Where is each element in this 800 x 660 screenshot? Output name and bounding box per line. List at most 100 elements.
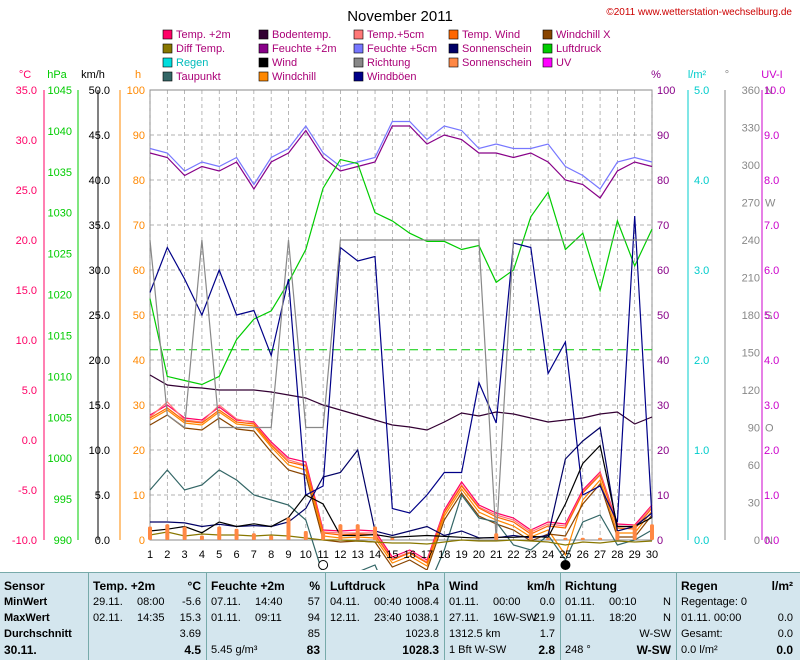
wind-tick-label: 30.0 [89, 265, 110, 277]
bar-mark [338, 524, 343, 540]
cell-time: 14:35 [137, 612, 165, 624]
direction-tick-label: 360 [742, 85, 760, 97]
temp-row: 29.11. 08:00 -5.6 [93, 595, 201, 610]
humidity-tick-label: 40 [657, 355, 669, 367]
rain-row: Regentage: 0 [681, 595, 793, 610]
legend-label: Sonnenschein [462, 43, 532, 55]
series-line [149, 409, 653, 567]
wind-tick-label: 25.0 [89, 310, 110, 322]
bar-mark [321, 531, 326, 540]
temp-tick-label: -5.0 [18, 485, 37, 497]
wind-row: 27.11. 16W-SW 21.9 [449, 611, 555, 626]
humidity-tick-label: 90 [657, 130, 669, 142]
uv-tick-label: 8.0 [764, 175, 779, 187]
uv-tick-label: 0.0 [764, 535, 779, 547]
bar-mark [373, 526, 378, 540]
bar-mark [563, 537, 568, 540]
temp-header-label: Temp. +2m [93, 579, 156, 593]
legend-swatch [162, 43, 173, 54]
cell-value: N [663, 612, 671, 624]
summary-table: Sensor MinWert MaxWert Durchschnitt 30.1… [0, 572, 800, 660]
legend-label: Taupunkt [176, 71, 221, 83]
direction-tick-label: 60 [748, 460, 760, 472]
x-tick-label: 6 [233, 549, 239, 561]
cell-time: 16W-SW [493, 612, 537, 624]
wind-tick-label: 5.0 [95, 490, 110, 502]
x-tick-label: 4 [199, 549, 205, 561]
bar-mark [615, 531, 620, 540]
x-tick-label: 15 [386, 549, 398, 561]
cell-value: W-SW [639, 628, 671, 640]
rain-tick-label: 0.0 [694, 535, 709, 547]
temp-tick-label: 35.0 [16, 85, 37, 97]
temp-tick-label: 10.0 [16, 335, 37, 347]
sun-tick-label: 40 [133, 355, 145, 367]
rain-tick-label: 1.0 [694, 445, 709, 457]
bar-mark [632, 524, 637, 540]
uv-tick-label: 10.0 [764, 85, 785, 97]
humidity-column: Feuchte +2m% 07.11. 14:40 57 01.11. 09:11 94 85… [206, 573, 324, 660]
direction-tick-label: 270 [742, 198, 760, 210]
pressure-tick-label: 1010 [48, 371, 72, 383]
humidity-tick-label: 70 [657, 220, 669, 232]
legend-swatch [448, 29, 459, 40]
pressure-column: Luftdruck hPa 04.11. 00:40 1008.4 12.11. 23:40… [325, 573, 443, 660]
bar-mark [355, 524, 360, 540]
series-line [149, 239, 652, 541]
sun-tick-label: 0 [139, 535, 145, 547]
cell-date: 04.11. [330, 596, 360, 608]
x-tick-label: 20 [473, 549, 485, 561]
legend-label: Temp. Wind [462, 29, 520, 41]
direction-row: 01.11. 18:20 N [565, 611, 671, 626]
uv-tick-label: 4.0 [764, 355, 779, 367]
bar-mark [269, 535, 274, 540]
sun-tick-label: 70 [133, 220, 145, 232]
pressure-header-label: Luftdruck [330, 579, 386, 593]
cell-date: 5.45 g/m³ [211, 644, 258, 656]
compass-label: O [765, 423, 774, 435]
sun-tick-label: 10 [133, 490, 145, 502]
humidity-tick-label: 20 [657, 445, 669, 457]
cell-date: 01.11. [211, 612, 241, 624]
pressure-row: 12.11. 23:40 1038.1 [330, 611, 439, 626]
uv-tick-label: 3.0 [764, 400, 779, 412]
chart-title: November 2011 [347, 8, 453, 25]
wind-tick-label: 50.0 [89, 85, 110, 97]
series-line [149, 158, 653, 386]
cell-value: 0.0 [777, 628, 793, 640]
legend-label: Temp. +2m [176, 29, 231, 41]
rain-header-unit: l/m² [771, 579, 793, 593]
temp-tick-label: 20.0 [16, 235, 37, 247]
temp-tick-label: 30.0 [16, 135, 37, 147]
rain-tick-label: 2.0 [694, 355, 709, 367]
cell-value: 15.3 [179, 612, 201, 624]
legend-swatch [542, 43, 553, 54]
humidity-header-unit: % [309, 579, 320, 593]
cell-value: 1008.4 [405, 596, 439, 608]
wind-tick-label: 10.0 [89, 445, 110, 457]
cell-date: 01.11. [565, 612, 595, 624]
bar-mark [148, 526, 152, 540]
sun-axis-unit: h [135, 69, 141, 81]
cell-date: 01.11. [449, 596, 479, 608]
legend-swatch [353, 29, 364, 40]
series-line [149, 469, 653, 570]
bar-mark [303, 531, 308, 540]
pressure-tick-label: 1025 [48, 249, 72, 261]
pressure-tick-label: 1040 [48, 126, 72, 138]
cell-value: 85 [307, 628, 320, 640]
humidity-row: 5.45 g/m³ 83 [211, 643, 320, 658]
rain-row: 01.11. 00:00 0.0 [681, 611, 793, 626]
x-tick-label: 27 [594, 549, 606, 561]
x-tick-label: 14 [369, 549, 381, 561]
pressure-header-unit: hPa [416, 579, 439, 593]
wind-header-label: Wind [449, 579, 479, 593]
cell-time: 09:11 [255, 612, 282, 624]
chart-series [148, 120, 654, 570]
humidity-tick-label: 0 [657, 535, 663, 547]
temp-row: 4.5 [93, 643, 201, 658]
cell-time: 00:00 [493, 596, 521, 608]
legend-swatch [448, 57, 459, 68]
x-tick-label: 7 [251, 549, 257, 561]
x-tick-label: 17 [421, 549, 433, 561]
